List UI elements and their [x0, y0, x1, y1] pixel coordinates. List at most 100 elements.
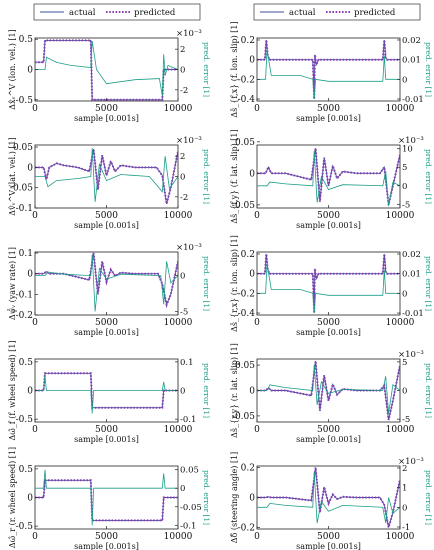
y-axis-label: Δω̂_f (f. wheel speed) [1]: [8, 340, 17, 440]
y2-exponent: ×10⁻³: [176, 29, 202, 39]
x-tick-label: 10000: [386, 104, 415, 114]
y2-tick-label: 0.1: [180, 358, 194, 368]
y2-tick-label: 2: [180, 45, 185, 55]
x-tick-label: 5000: [95, 104, 118, 114]
x-tick-label: 10000: [386, 425, 415, 435]
y2-tick-label: 5: [402, 163, 407, 173]
series-predicted-line: [257, 253, 400, 314]
y-tick-label: -0.5: [16, 522, 34, 532]
y-axis-label: Δŝ_{r,x} (r. lon. slip) [1]: [230, 235, 239, 332]
y2-tick-label: -2: [180, 193, 188, 203]
y-tick-label: -0.2: [238, 524, 255, 534]
y2-exponent: ×10⁻³: [398, 350, 424, 360]
series-error-line: [257, 263, 400, 314]
x-tick-label: 0: [32, 211, 38, 221]
y2-exponent: ×10⁻³: [398, 457, 424, 467]
y2-tick-label: 2: [402, 464, 407, 474]
plot-area: [257, 467, 400, 528]
y2-tick-label: 0.05: [180, 466, 199, 476]
x-tick-label: 0: [254, 425, 260, 435]
y2-axis-label: pred. error [1]: [202, 256, 211, 311]
series-error-line: [35, 40, 178, 96]
y2-tick-label: -0.1: [180, 521, 196, 531]
y2-tick-label: 0: [180, 484, 185, 494]
panel-b3: 0 5000 10000 -0.4 -0.2 0 0.2 -0.01 0 0.01 0.02 samp…: [230, 235, 433, 337]
y2-tick-label: 0: [180, 66, 185, 76]
x-tick-label: 5000: [95, 425, 118, 435]
x-tick-label: 0: [254, 532, 260, 542]
y2-axis-label: pred. error [1]: [202, 363, 211, 418]
panel-a3: 0 5000 10000 -0.2 -0.1 0 0.1 -5 0 ×10⁻³ sample [0.…: [7, 243, 211, 337]
y2-tick-label: 0: [180, 272, 185, 282]
y-axis-label: Δv̂ᵥ^V (lat. vel.) [1]: [8, 137, 17, 215]
legend-left: actual predicted: [33, 3, 201, 21]
x-tick-label: 0: [254, 318, 260, 328]
y-tick-label: 0: [27, 163, 33, 173]
plot-area: [35, 252, 178, 312]
y-tick-label: -0.5: [16, 96, 34, 106]
series-error-line: [257, 150, 400, 207]
series-actual-line: [257, 39, 400, 100]
series-predicted-line: [35, 479, 178, 522]
y2-axis-label: pred. error [1]: [424, 363, 433, 418]
plot-area: [257, 253, 400, 314]
y-tick-label: 0.1: [19, 249, 33, 259]
y2-tick-label: 0: [180, 173, 185, 183]
series-error-line: [35, 254, 178, 312]
y-tick-label: 0.2: [241, 36, 255, 46]
y2-tick-label: 0: [402, 387, 407, 397]
y-tick-label: 0: [249, 270, 255, 280]
y-tick-label: 0.5: [19, 35, 34, 45]
y-tick-label: 0: [249, 56, 255, 66]
y-axis-label: Δŝ_{f,y} (f. lat. slip) [1]: [230, 129, 239, 223]
y2-tick-label: 2: [180, 152, 185, 162]
y-tick-label: 0: [27, 494, 33, 504]
series-error-line: [35, 147, 178, 202]
y2-tick-label: -0.01: [402, 95, 424, 105]
y2-tick-label: -1: [402, 523, 410, 533]
y-tick-label: 0.2: [241, 250, 255, 260]
x-axis-label: sample [0.001s]: [296, 114, 361, 123]
panel-b4: 0 5000 10000 -0.05 0 0.05 -5 0 5×10⁻³ sample [0.0…: [230, 343, 433, 444]
x-tick-label: 5000: [317, 104, 340, 114]
y2-tick-label: 5: [402, 358, 407, 368]
y2-axis-label: pred. error [1]: [424, 42, 433, 97]
plot-frame: [34, 37, 179, 102]
y-tick-label: -0.4: [238, 95, 256, 105]
y2-tick-label: 0.02: [402, 250, 421, 260]
x-axis-label: sample [0.001s]: [74, 435, 139, 444]
x-tick-label: 5000: [95, 532, 118, 542]
x-tick-label: 5000: [95, 211, 118, 221]
y-tick-label: 0.05: [235, 361, 255, 371]
series-predicted-line: [35, 39, 178, 101]
y-tick-label: 0.05: [235, 138, 255, 148]
y2-tick-label: -0.05: [180, 503, 202, 513]
y-tick-label: -0.05: [10, 184, 33, 194]
y-axis-label: Δŝ_{r,y} (r. lat. slip) [1]: [230, 343, 239, 438]
series-actual-line: [257, 253, 400, 314]
x-tick-label: 10000: [386, 532, 415, 542]
x-tick-label: 10000: [164, 532, 193, 542]
y2-tick-label: 1: [402, 484, 407, 494]
series-error-line: [35, 469, 178, 526]
y2-tick-label: 10: [402, 145, 413, 155]
legends: actual predicted actual predicted: [33, 3, 421, 21]
y-tick-label: -0.4: [238, 309, 256, 319]
y-tick-label: -0.05: [232, 412, 255, 422]
plot-frame: [256, 37, 401, 102]
legend-actual-label: actual: [289, 8, 316, 18]
y2-axis-label: pred. error [1]: [202, 470, 211, 525]
panel-a2: 0 5000 10000 -0.1 -0.05 0 0.05 -2 0 2 ×10⁻³ sample …: [8, 136, 211, 230]
y-tick-label: 0.5: [19, 465, 34, 475]
y-tick-label: 0.5: [19, 358, 34, 368]
y2-tick-label: -5: [402, 415, 410, 425]
x-tick-label: 10000: [164, 425, 193, 435]
series-predicted-line: [257, 148, 400, 206]
series-predicted-line: [35, 148, 178, 205]
y2-axis-label: pred. error [1]: [424, 470, 433, 525]
y-axis-label: Δŝ_{f,x} (f. lon. slip) [1]: [230, 21, 239, 117]
